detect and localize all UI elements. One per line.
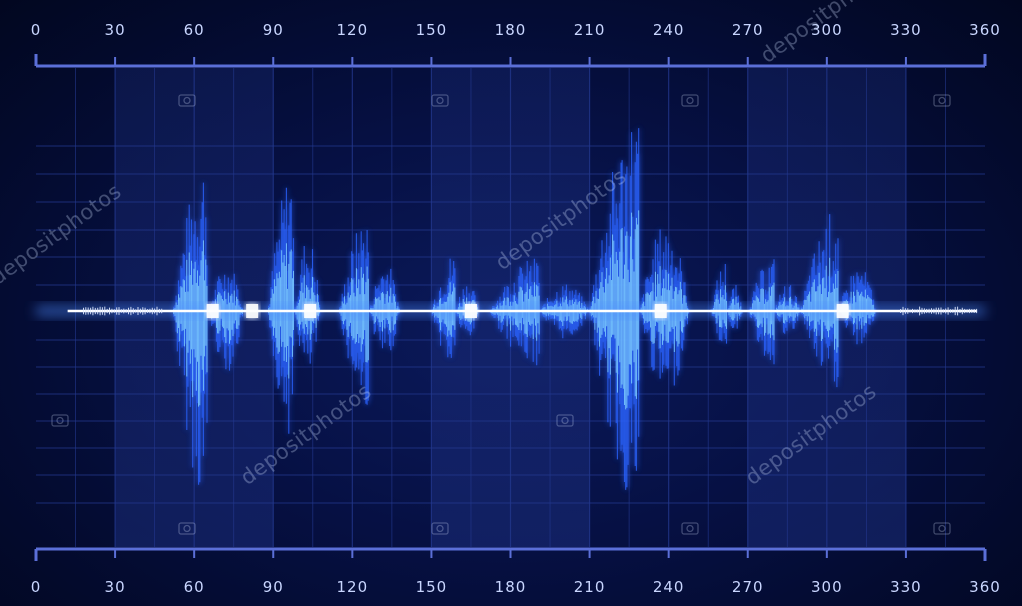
scale-tick-label: 120 xyxy=(337,578,369,596)
scale-tick-label: 30 xyxy=(105,578,126,596)
scale-tick-label: 0 xyxy=(31,578,42,596)
camera-icon xyxy=(681,522,699,535)
camera-icon xyxy=(178,94,196,107)
scale-tick-label: 150 xyxy=(416,21,448,39)
scale-tick-label: 180 xyxy=(495,578,527,596)
waveform-highlight xyxy=(304,304,317,318)
waveform-highlight xyxy=(654,304,667,318)
camera-icon xyxy=(933,522,951,535)
scale-tick-label: 270 xyxy=(732,578,764,596)
sound-waveform xyxy=(36,128,985,490)
scale-tick-label: 150 xyxy=(416,578,448,596)
waveform-highlight xyxy=(836,304,849,318)
waveform-highlight xyxy=(246,304,259,318)
scale-tick-label: 90 xyxy=(263,21,284,39)
scale-tick-label: 0 xyxy=(31,21,42,39)
waveform-highlight xyxy=(206,304,219,318)
camera-icon xyxy=(556,414,574,427)
baseline-noise xyxy=(83,306,978,316)
scale-tick-label: 360 xyxy=(969,578,1001,596)
camera-icon xyxy=(431,94,449,107)
camera-icon xyxy=(51,414,69,427)
camera-icon xyxy=(933,94,951,107)
scale-tick-label: 330 xyxy=(890,578,922,596)
camera-icon xyxy=(431,522,449,535)
scale-tick-label: 210 xyxy=(574,21,606,39)
scale-tick-label: 60 xyxy=(184,21,205,39)
scale-tick-label: 90 xyxy=(263,578,284,596)
scale-tick-label: 300 xyxy=(811,578,843,596)
camera-icon xyxy=(178,522,196,535)
scale-tick-label: 240 xyxy=(653,578,685,596)
waveform-highlight xyxy=(464,304,477,318)
scale-tick-label: 240 xyxy=(653,21,685,39)
top-scale: 0 30 60 90 120 150 180 210 240 270 300 330 360 xyxy=(31,21,1001,68)
scale-tick-label: 360 xyxy=(969,21,1001,39)
bottom-scale: 0 30 60 90 120 150 180 210 240 270 300 330 360 xyxy=(31,547,1001,596)
watermark-text: depositphotos xyxy=(0,179,126,290)
scale-tick-label: 330 xyxy=(890,21,922,39)
scale-tick-label: 270 xyxy=(732,21,764,39)
scale-tick-label: 120 xyxy=(337,21,369,39)
scale-tick-label: 210 xyxy=(574,578,606,596)
scale-tick-label: 180 xyxy=(495,21,527,39)
scale-tick-label: 30 xyxy=(105,21,126,39)
camera-icon xyxy=(681,94,699,107)
scale-tick-label: 300 xyxy=(811,21,843,39)
scale-tick-label: 60 xyxy=(184,578,205,596)
